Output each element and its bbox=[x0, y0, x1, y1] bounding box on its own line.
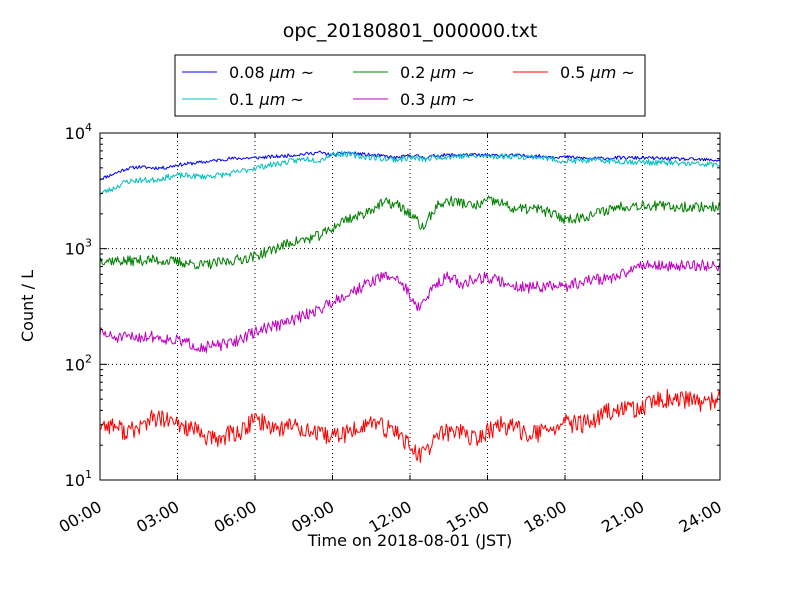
grid-lines bbox=[100, 133, 720, 480]
y-tick-label: 103 bbox=[65, 237, 92, 259]
series-line-0-1um bbox=[100, 150, 720, 196]
series-line-0-3um bbox=[100, 259, 720, 354]
chart-title: opc_20180801_000000.txt bbox=[283, 20, 538, 42]
x-axis-label: Time on 2018-08-01 (JST) bbox=[307, 531, 512, 550]
series-line-0-2um bbox=[100, 195, 720, 270]
y-tick-label: 101 bbox=[65, 468, 92, 490]
y-tick-label: 102 bbox=[65, 352, 92, 374]
legend-label: 0.1 μm ~ bbox=[229, 90, 304, 109]
legend-label: 0.2 μm ~ bbox=[400, 63, 475, 82]
series-line-0-08um bbox=[100, 150, 720, 181]
legend-label: 0.08 μm ~ bbox=[229, 63, 314, 82]
y-axis-label: Count / L bbox=[18, 270, 37, 342]
series-layer bbox=[100, 150, 720, 464]
legend-label: 0.5 μm ~ bbox=[560, 63, 635, 82]
legend-label: 0.3 μm ~ bbox=[400, 90, 475, 109]
legend: 0.08 μm ~ 0.1 μm ~ 0.2 μm ~ 0.3 μm ~ 0.5 μm … bbox=[174, 54, 646, 117]
legend-box bbox=[174, 54, 646, 117]
y-tick-label: 104 bbox=[65, 121, 92, 143]
series-line-0-5um bbox=[100, 388, 720, 464]
